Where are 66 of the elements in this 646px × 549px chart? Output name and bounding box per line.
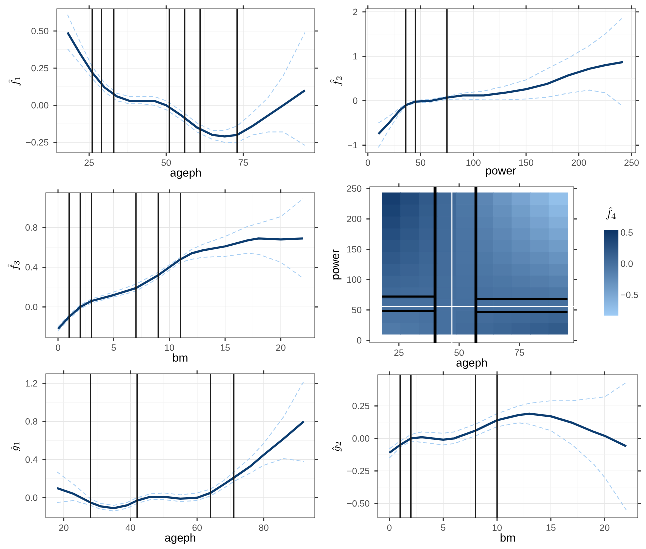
y-tick-label: −0.25 (347, 468, 370, 474)
y-tick-label: 0.8 (26, 418, 38, 425)
x-tick-label: 75 (514, 350, 524, 356)
x-tick-label: 0 (387, 524, 392, 532)
y-tick-label: 0.0 (26, 494, 38, 502)
y-tick-label: 0.25 (32, 65, 49, 72)
color-bar-label: 0.5 (621, 230, 633, 236)
y-tick-label: 0.00 (352, 435, 370, 442)
y-tick-label: −0.50 (347, 500, 370, 507)
x-tick-label: 50 (416, 160, 426, 166)
x-axis-title: power (486, 168, 516, 178)
y-axis-title: $\hat{f}_1$ (8, 77, 21, 86)
color-bar-label: 0.0 (621, 260, 633, 268)
x-tick-label: 25 (394, 350, 404, 356)
x-tick-label: 200 (572, 160, 586, 166)
x-axis-title: bm (173, 354, 188, 362)
x-axis-title: ageph (170, 168, 202, 180)
y-tick-label: 1 (354, 53, 358, 60)
y-axis-title: $\hat{f}_2$ (330, 76, 343, 86)
x-tick-label: 50 (454, 350, 464, 356)
y-tick-label: 250 (347, 186, 362, 192)
y-tick-label: 200 (347, 216, 362, 222)
x-tick-label: 20 (59, 524, 69, 532)
x-tick-label: 10 (492, 524, 502, 532)
y-tick-label: 1.2 (26, 380, 38, 387)
x-tick-label: 50 (162, 160, 172, 166)
y-tick-label: 2 (353, 8, 358, 16)
y-tick-label: −1 (348, 142, 358, 149)
x-tick-label: 25 (84, 160, 94, 166)
x-tick-label: 5 (441, 524, 446, 532)
x-axis-title: bm (500, 534, 516, 542)
x-axis-title: ageph (456, 358, 488, 370)
x-tick-label: 75 (238, 160, 248, 166)
y-tick-label: 100 (348, 276, 362, 284)
color-bar-title: $\hat{f}_4$ (606, 207, 616, 220)
x-tick-label: 15 (546, 524, 556, 532)
y-tick-label: 0.4 (26, 456, 38, 464)
x-tick-label: 250 (624, 160, 639, 166)
x-tick-label: 60 (192, 524, 202, 532)
y-tick-label: 50 (352, 306, 362, 314)
x-tick-label: 10 (165, 344, 174, 352)
y-axis-title: power (333, 250, 342, 280)
y-tick-label: −0.25 (26, 139, 49, 146)
y-axis-title: $\hat{f}_3$ (8, 261, 20, 270)
x-tick-label: 100 (466, 160, 481, 166)
x-tick-label: 5 (112, 344, 116, 352)
y-tick-label: 0 (357, 337, 362, 344)
color-bar-label: −0.5 (621, 292, 638, 298)
y-tick-label: 0.50 (32, 28, 49, 34)
y-tick-label: 150 (348, 246, 362, 253)
x-tick-label: 0 (56, 344, 60, 352)
y-tick-label: 0 (353, 98, 358, 104)
y-tick-label: 0.00 (32, 102, 49, 109)
x-tick-label: 20 (600, 524, 610, 532)
x-tick-label: 15 (220, 344, 230, 352)
y-tick-label: 0.8 (26, 224, 38, 231)
y-axis-title: $\hat{g}_1$ (10, 442, 20, 452)
x-axis-title: ageph (165, 534, 196, 544)
y-axis-title: $\hat{g}_2$ (332, 442, 342, 452)
y-tick-label: 0.0 (26, 304, 38, 310)
x-tick-label: 80 (259, 524, 269, 532)
y-tick-label: 0.4 (26, 264, 38, 271)
x-tick-label: 40 (126, 524, 136, 532)
x-tick-label: 20 (276, 344, 286, 352)
x-tick-label: 150 (519, 160, 534, 166)
y-tick-label: 0.25 (352, 402, 370, 410)
